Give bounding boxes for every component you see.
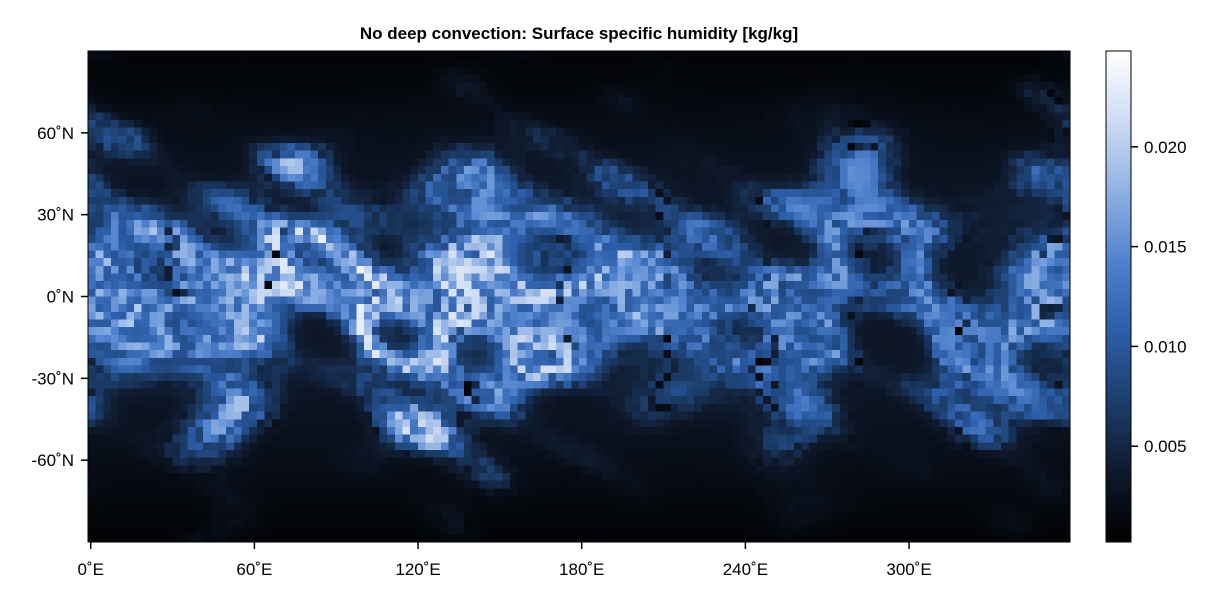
x-tick-label: 120˚E	[395, 560, 440, 579]
y-tick-label: 30˚N	[37, 206, 74, 225]
colorbar-tick-label: 0.015	[1144, 238, 1187, 257]
y-axis: 60˚N 30˚N 0˚N -30˚N -60˚N	[31, 124, 88, 470]
colorbar-ticks: 0.020 0.015 0.010 0.005	[1131, 138, 1187, 456]
x-tick-label: 0˚E	[77, 560, 103, 579]
y-tick-label: 60˚N	[37, 124, 74, 143]
y-tick-label: 0˚N	[47, 288, 74, 307]
x-tick-label: 180˚E	[559, 560, 604, 579]
colorbar-tick-label: 0.010	[1144, 337, 1187, 356]
x-axis: 0˚E 60˚E 120˚E 180˚E 240˚E 300˚E	[77, 542, 932, 579]
x-tick-label: 300˚E	[886, 560, 931, 579]
colorbar-frame	[1105, 50, 1132, 543]
colorbar: 0.020 0.015 0.010 0.005	[1105, 50, 1187, 543]
colorbar-tick-label: 0.020	[1144, 138, 1187, 157]
colorbar-tick-label: 0.005	[1144, 437, 1187, 456]
colorbar-gradient	[1106, 51, 1131, 542]
y-tick-label: -30˚N	[31, 369, 74, 388]
x-tick-label: 240˚E	[723, 560, 768, 579]
plot-area	[87, 50, 1071, 543]
heatmap-field	[88, 51, 1070, 542]
chart-title: No deep convection: Surface specific hum…	[360, 24, 798, 43]
y-tick-label: -60˚N	[31, 451, 74, 470]
x-tick-label: 60˚E	[236, 560, 272, 579]
